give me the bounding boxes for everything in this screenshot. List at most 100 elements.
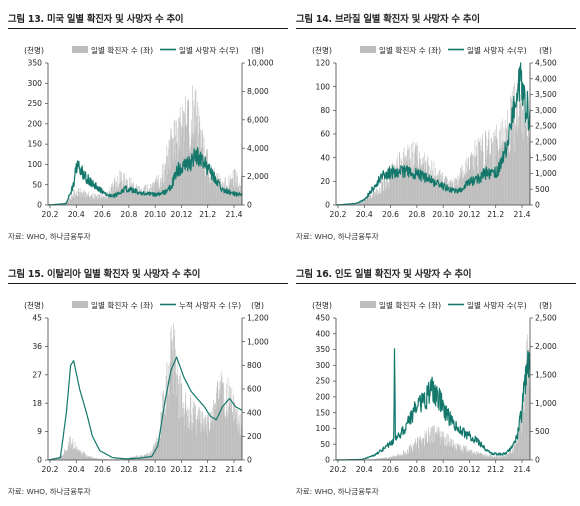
right-unit-label: (명): [539, 45, 552, 55]
x-tick-label: 20.6: [94, 210, 111, 219]
left-tick-label: 0: [37, 201, 42, 210]
left-tick-label: 150: [316, 408, 331, 417]
left-tick-label: 80: [320, 106, 330, 115]
x-tick-label: 20.12: [171, 210, 193, 219]
left-unit-label: (천명): [312, 300, 332, 310]
right-tick-label: 0: [535, 201, 540, 210]
right-tick-label: 800: [247, 361, 262, 370]
legend-label-line: 누적 사망자 수 (우): [179, 300, 241, 310]
right-tick-label: 200: [247, 432, 262, 441]
title-rule: [296, 28, 576, 29]
left-tick-label: 45: [32, 314, 42, 323]
source-note: 자료: WHO, 하나금융투자: [296, 231, 379, 242]
right-tick-label: 0: [247, 456, 252, 465]
left-tick-label: 400: [316, 329, 331, 338]
x-tick-label: 20.6: [94, 465, 111, 474]
left-tick-label: 250: [28, 99, 43, 108]
chart-panel-india: 그림 16. 인도 일별 확진자 및 사망자 수 추이 (천명)(명)일별 확진…: [296, 266, 576, 506]
right-unit-label: (명): [539, 300, 552, 310]
left-tick-label: 0: [37, 456, 42, 465]
x-tick-label: 20.2: [330, 465, 347, 474]
right-tick-label: 400: [247, 408, 262, 417]
x-tick-label: 21.2: [487, 465, 504, 474]
panel-title: 그림 13. 미국 일별 확진자 및 사망자 수 추이: [8, 11, 183, 25]
chart-italy: (천명)(명)일별 확진자 수 (좌)누적 사망자 수 (우)091827364…: [8, 288, 280, 480]
right-tick-label: 2,500: [535, 314, 557, 323]
left-tick-label: 350: [28, 59, 43, 68]
left-tick-label: 9: [37, 427, 42, 436]
right-tick-label: 4,500: [535, 59, 557, 68]
chart-us: (천명)(명)일별 확진자 수 (좌)일별 사망자 수(우)0501001502…: [8, 33, 280, 225]
legend-swatch-bar: [72, 46, 88, 53]
right-tick-label: 6,000: [247, 115, 269, 124]
x-tick-label: 20.4: [356, 210, 373, 219]
x-tick-label: 21.2: [199, 465, 216, 474]
x-tick-label: 21.2: [199, 210, 216, 219]
right-tick-label: 0: [247, 201, 252, 210]
legend-label-line: 일별 사망자 수(우): [179, 45, 239, 55]
right-tick-label: 1,200: [247, 314, 269, 323]
left-tick-label: 0: [325, 201, 330, 210]
bar-series: [48, 85, 242, 205]
left-tick-label: 150: [28, 140, 43, 149]
left-tick-label: 250: [316, 377, 331, 386]
chart-panel-italy: 그림 15. 이탈리아 일별 확진자 및 사망자 수 추이 (천명)(명)일별 …: [8, 266, 288, 506]
right-unit-label: (명): [251, 45, 264, 55]
left-tick-label: 18: [32, 399, 42, 408]
left-tick-label: 40: [320, 153, 330, 162]
x-tick-label: 21.4: [514, 465, 531, 474]
title-rule: [8, 28, 288, 29]
right-tick-label: 500: [535, 427, 550, 436]
right-tick-label: 0: [535, 456, 540, 465]
right-tick-label: 1,000: [247, 337, 269, 346]
right-tick-label: 3,000: [535, 106, 557, 115]
x-tick-label: 21.4: [226, 465, 243, 474]
left-unit-label: (천명): [24, 45, 44, 55]
x-tick-label: 21.4: [226, 210, 243, 219]
legend-swatch-bar: [360, 301, 376, 308]
title-rule: [296, 283, 576, 284]
x-tick-label: 21.2: [487, 210, 504, 219]
source-note: 자료: WHO, 하나금융투자: [296, 486, 379, 497]
x-tick-label: 20.12: [459, 210, 481, 219]
legend-swatch-bar: [360, 46, 376, 53]
right-tick-label: 2,500: [535, 122, 557, 131]
right-tick-label: 8,000: [247, 87, 269, 96]
bar-series: [336, 83, 530, 205]
left-unit-label: (천명): [24, 300, 44, 310]
panel-title: 그림 16. 인도 일별 확진자 및 사망자 수 추이: [296, 266, 471, 280]
left-tick-label: 27: [32, 370, 42, 379]
x-tick-label: 20.2: [42, 465, 59, 474]
source-note: 자료: WHO, 하나금융투자: [8, 486, 91, 497]
x-tick-label: 20.2: [330, 210, 347, 219]
right-unit-label: (명): [251, 300, 264, 310]
chart-panel-brazil: 그림 14. 브라질 일별 확진자 및 사망자 수 추이 (천명)(명)일별 확…: [296, 11, 576, 251]
right-tick-label: 1,000: [535, 169, 557, 178]
right-tick-label: 1,000: [535, 399, 557, 408]
right-tick-label: 2,000: [247, 172, 269, 181]
left-tick-label: 60: [320, 130, 330, 139]
legend-label-bar: 일별 확진자 수 (좌): [379, 45, 441, 55]
right-tick-label: 2,000: [535, 137, 557, 146]
chart-brazil: (천명)(명)일별 확진자 수 (좌)일별 사망자 수(우)0204060801…: [296, 33, 568, 225]
left-unit-label: (천명): [312, 45, 332, 55]
right-tick-label: 600: [247, 385, 262, 394]
panel-title: 그림 15. 이탈리아 일별 확진자 및 사망자 수 추이: [8, 266, 200, 280]
left-tick-label: 200: [316, 392, 331, 401]
x-tick-label: 20.4: [356, 465, 373, 474]
right-tick-label: 4,000: [535, 74, 557, 83]
left-tick-label: 50: [320, 440, 330, 449]
x-tick-label: 20.2: [42, 210, 59, 219]
x-tick-label: 20.10: [144, 465, 166, 474]
x-tick-label: 20.10: [432, 210, 454, 219]
right-tick-label: 4,000: [247, 144, 269, 153]
x-tick-label: 20.8: [120, 465, 137, 474]
right-tick-label: 2,000: [535, 342, 557, 351]
x-tick-label: 20.10: [144, 210, 166, 219]
x-tick-label: 20.6: [382, 210, 399, 219]
left-tick-label: 100: [316, 424, 331, 433]
chart-panel-us: 그림 13. 미국 일별 확진자 및 사망자 수 추이 (천명)(명)일별 확진…: [8, 11, 288, 251]
x-tick-label: 20.4: [68, 210, 85, 219]
right-tick-label: 10,000: [247, 59, 274, 68]
left-tick-label: 300: [28, 79, 43, 88]
